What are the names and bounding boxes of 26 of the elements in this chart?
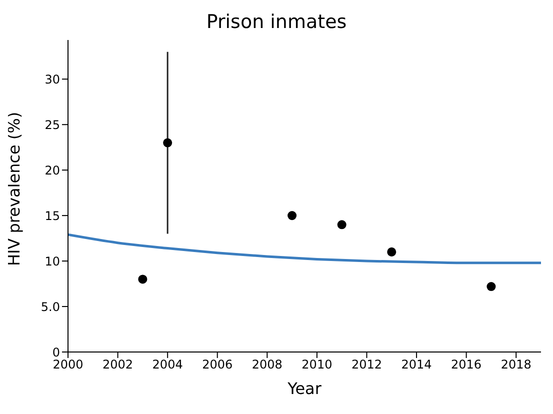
x-tick-label: 2010 bbox=[302, 358, 332, 372]
x-tick-label: 2004 bbox=[152, 358, 183, 372]
point bbox=[288, 211, 297, 220]
x-tick-label: 2000 bbox=[52, 358, 84, 372]
x-tick-label: 2006 bbox=[202, 358, 233, 372]
y-tick-label: 15 bbox=[44, 208, 60, 223]
point bbox=[163, 138, 172, 148]
y-tick-label: 0 bbox=[52, 345, 60, 360]
point bbox=[138, 274, 148, 284]
x-tick-label: 2008 bbox=[252, 358, 282, 372]
x-tick-label: 2012 bbox=[351, 358, 382, 372]
x-axis-title: Year bbox=[286, 379, 322, 398]
y-tick-label: 5.0 bbox=[40, 300, 60, 314]
point bbox=[337, 220, 346, 230]
point bbox=[486, 282, 496, 292]
y-tick-label: 30 bbox=[44, 72, 60, 86]
y-tick-label: 20 bbox=[44, 163, 60, 178]
y-tick-label: 25 bbox=[44, 118, 60, 132]
y-tick-label: 10 bbox=[44, 254, 60, 268]
x-tick-label: 2016 bbox=[451, 358, 482, 372]
point bbox=[387, 247, 396, 256]
x-tick-label: 2014 bbox=[401, 358, 432, 372]
line-series bbox=[68, 233, 541, 264]
x-tick-label: 2018 bbox=[500, 358, 532, 372]
x-tick-label: 2002 bbox=[102, 358, 134, 372]
chart-title: Prison inmates bbox=[205, 10, 348, 35]
